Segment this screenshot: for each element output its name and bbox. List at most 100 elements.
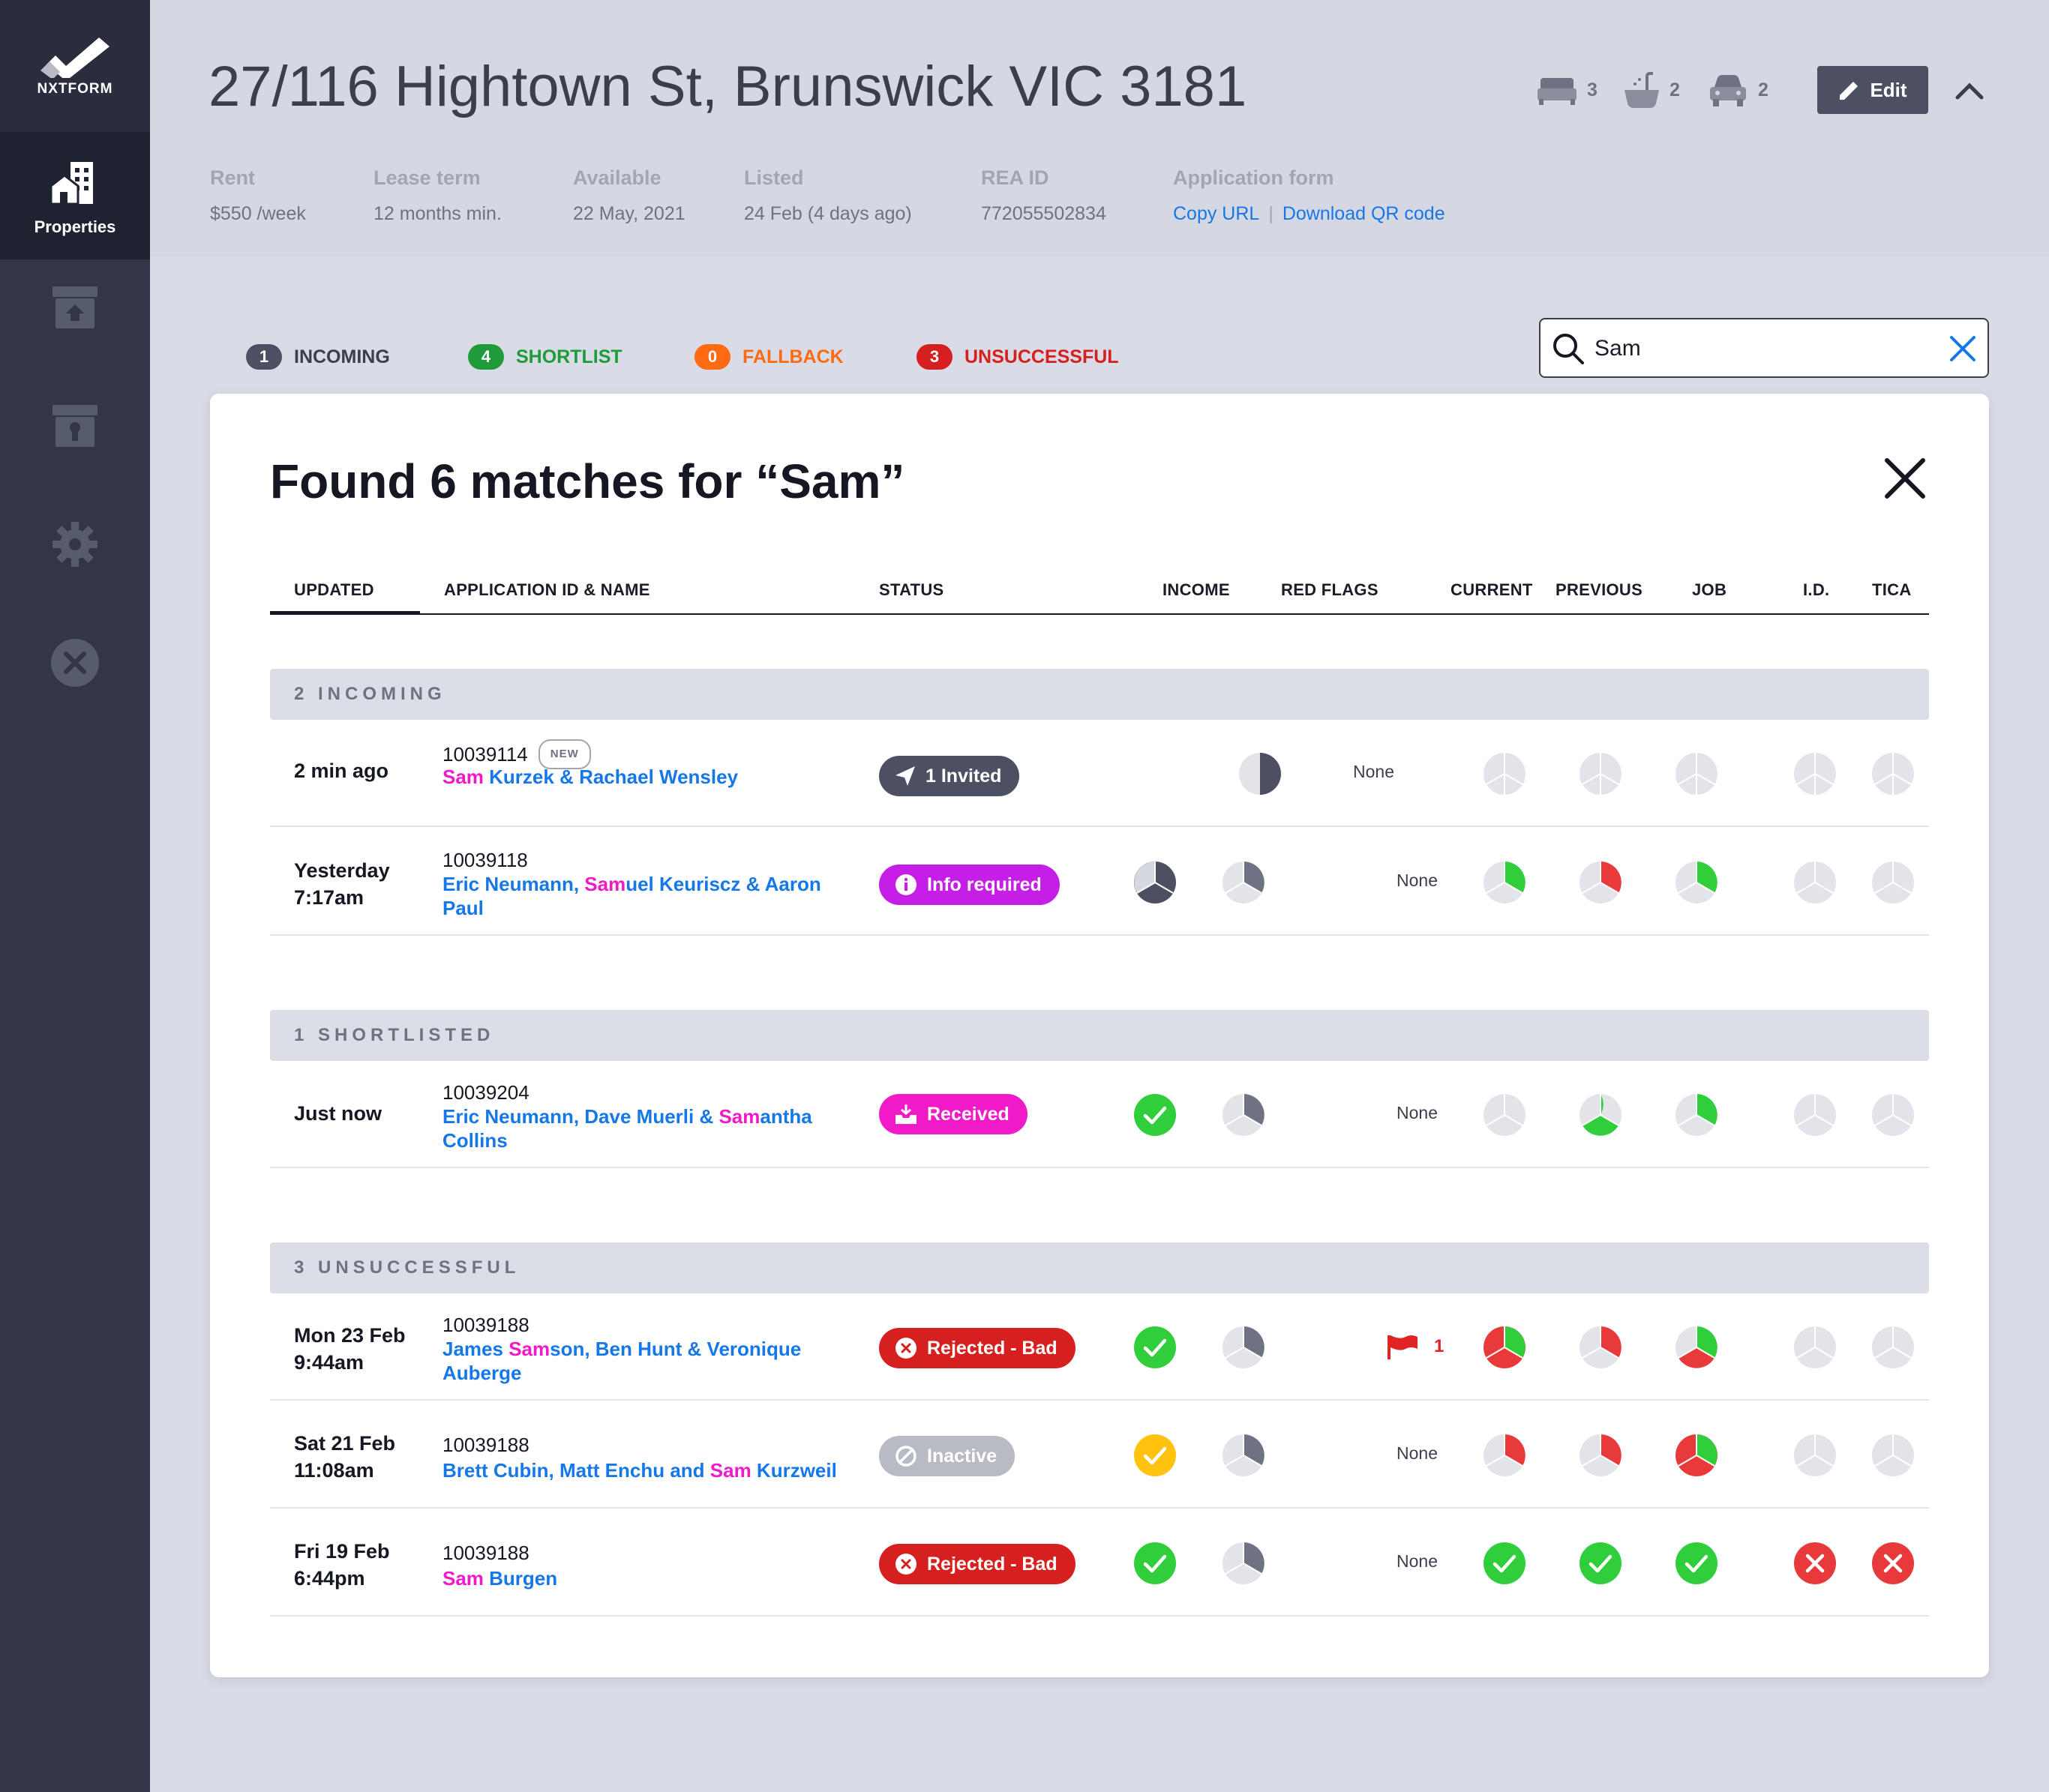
income-pie-icon <box>1134 862 1176 903</box>
tab-fallback[interactable]: 0 FALLBACK <box>694 342 844 372</box>
status-badge[interactable]: 1 Invited <box>879 756 1020 796</box>
applicant-names[interactable]: Sam Kurzek & Rachael Wensley <box>442 765 848 789</box>
table-row[interactable]: Sat 21 Feb 11:08am 10039188 Brett Cubin, … <box>270 1401 1929 1509</box>
parking-feature: 2 <box>1708 69 1768 111</box>
application-id: 10039114 <box>442 743 528 766</box>
logout-icon[interactable] <box>48 636 102 690</box>
status-badge[interactable]: Received <box>879 1094 1028 1134</box>
property-address: 27/116 Hightown St, Brunswick VIC 3181 <box>208 55 1247 118</box>
search-input[interactable]: Sam <box>1539 318 1989 378</box>
nav-item-properties[interactable]: Properties <box>0 132 150 259</box>
job-pie-icon <box>1676 1094 1718 1136</box>
status-badge[interactable]: Rejected - Bad <box>879 1328 1076 1368</box>
tab-count: 4 <box>468 344 504 370</box>
tab-count: 0 <box>694 344 730 370</box>
clear-search-icon[interactable] <box>1948 334 1977 363</box>
car-icon <box>1710 75 1746 106</box>
row-time-line: 11:08am <box>294 1459 374 1482</box>
table-row[interactable]: Just now 10039204 Eric Neumann, Dave Mue… <box>270 1061 1929 1168</box>
previous-pie-icon <box>1580 1434 1622 1476</box>
row-date: Sat 21 Feb 11:08am <box>294 1430 395 1484</box>
applicant-names[interactable]: James Samson, Ben Hunt & Veronique Auber… <box>442 1337 848 1385</box>
income-pie-icon <box>1222 1434 1264 1476</box>
row-date-line: Fri 19 Feb <box>294 1540 390 1563</box>
col-id[interactable]: I.D. <box>1803 580 1830 599</box>
table-row[interactable]: 2 min ago 10039114 NEW Sam Kurzek & Racha… <box>270 720 1929 827</box>
tab-shortlist[interactable]: 4 SHORTLIST <box>468 342 622 372</box>
tica-pending-icon <box>1872 753 1914 795</box>
col-status[interactable]: STATUS <box>879 580 944 599</box>
meta-label: REA ID <box>981 166 1049 189</box>
application-id: 10039118 <box>442 849 528 871</box>
red-flags-value: None <box>1396 1103 1438 1122</box>
id-pending-icon <box>1794 753 1836 795</box>
results-title: Found 6 matches for “Sam” <box>270 454 905 508</box>
search-highlight: Sam <box>442 1567 484 1590</box>
name-text: Burgen <box>483 1567 558 1590</box>
previous-pie-icon <box>1580 1326 1622 1368</box>
meta-value: $550 /week <box>210 203 306 224</box>
name-text: Kurzek & Rachael Wensley <box>483 766 739 788</box>
search-highlight: Sam <box>584 873 626 895</box>
meta-lease-term: Lease term 12 months min. <box>374 166 502 225</box>
application-id: 10039188 <box>442 1542 530 1564</box>
archive-icon[interactable] <box>48 280 102 334</box>
status-badge[interactable]: Info required <box>879 865 1060 905</box>
col-application[interactable]: APPLICATION ID & NAME <box>444 580 650 599</box>
section-incoming: 2 INCOMING <box>270 669 1929 720</box>
applicant-names[interactable]: Brett Cubin, Matt Enchu and Sam Kurzweil <box>442 1458 892 1482</box>
tab-unsuccessful[interactable]: 3 UNSUCCESSFUL <box>916 342 1119 372</box>
tab-label: UNSUCCESSFUL <box>964 346 1119 367</box>
flag-icon <box>1388 1335 1418 1359</box>
copy-url-link[interactable]: Copy URL <box>1173 203 1260 224</box>
search-value: Sam <box>1594 336 1641 361</box>
id-pie-icon <box>1794 1094 1836 1136</box>
tab-label: SHORTLIST <box>516 346 622 367</box>
row-id: 10039118 <box>442 848 528 872</box>
name-text: Kurzweil <box>751 1459 837 1482</box>
tab-incoming[interactable]: 1 INCOMING <box>246 342 390 372</box>
id-pie-icon <box>1794 1434 1836 1476</box>
status-badge[interactable]: Rejected - Bad <box>879 1544 1076 1584</box>
status-badge[interactable]: Inactive <box>879 1436 1016 1476</box>
lock-box-icon[interactable] <box>48 399 102 453</box>
col-income[interactable]: INCOME <box>1162 580 1230 599</box>
tica-pie-icon <box>1872 1434 1914 1476</box>
col-updated[interactable]: UPDATED <box>294 580 374 599</box>
meta-label: Rent <box>210 166 255 189</box>
row-id: 10039188 <box>442 1433 530 1457</box>
edit-button[interactable]: Edit <box>1817 66 1928 114</box>
row-id: 10039188 <box>442 1313 530 1337</box>
bath-icon <box>1624 72 1659 108</box>
col-job[interactable]: JOB <box>1692 580 1727 599</box>
col-previous[interactable]: PREVIOUS <box>1556 580 1643 599</box>
applicant-names[interactable]: Eric Neumann, Samuel Keuriscz & Aaron Pa… <box>442 872 848 920</box>
name-text: uel Keuriscz & Aaron Paul <box>442 873 821 919</box>
current-pie-icon <box>1484 862 1526 903</box>
download-qr-link[interactable]: Download QR code <box>1282 203 1445 224</box>
meta-application-form: Application form Copy URL | Download QR co… <box>1173 166 1445 225</box>
table-row[interactable]: Fri 19 Feb 6:44pm 10039188 Sam Burgen Rej… <box>270 1509 1929 1617</box>
meta-label: Application form <box>1173 166 1334 189</box>
gear-icon[interactable] <box>48 517 102 571</box>
red-flags-value: None <box>1396 1443 1438 1463</box>
table-row[interactable]: Mon 23 Feb 9:44am 10039188 James Samson, … <box>270 1293 1929 1401</box>
x-circle-icon <box>896 1554 916 1575</box>
close-icon[interactable] <box>1884 457 1926 499</box>
red-flags-indicator[interactable]: 1 <box>1388 1334 1444 1359</box>
col-red-flags[interactable]: RED FLAGS <box>1281 580 1378 599</box>
meta-rent: Rent $550 /week <box>210 166 306 225</box>
table-row[interactable]: Yesterday 7:17am 10039118 Eric Neumann, S… <box>270 829 1929 936</box>
tab-count: 1 <box>246 344 282 370</box>
applicant-names[interactable]: Eric Neumann, Dave Muerli & Samantha Col… <box>442 1104 848 1152</box>
chevron-up-icon[interactable] <box>1954 75 1984 105</box>
current-pie-icon <box>1484 1094 1526 1136</box>
row-time-line: 6:44pm <box>294 1567 365 1590</box>
meta-value: 22 May, 2021 <box>573 203 686 224</box>
logo[interactable]: NXTFORM <box>0 0 150 132</box>
applicant-names[interactable]: Sam Burgen <box>442 1566 848 1590</box>
previous-pie-icon <box>1580 1094 1622 1136</box>
col-current[interactable]: CURRENT <box>1450 580 1533 599</box>
name-text: son, Ben Hunt & Veronique Auberge <box>442 1338 802 1384</box>
col-tica[interactable]: TICA <box>1872 580 1912 599</box>
